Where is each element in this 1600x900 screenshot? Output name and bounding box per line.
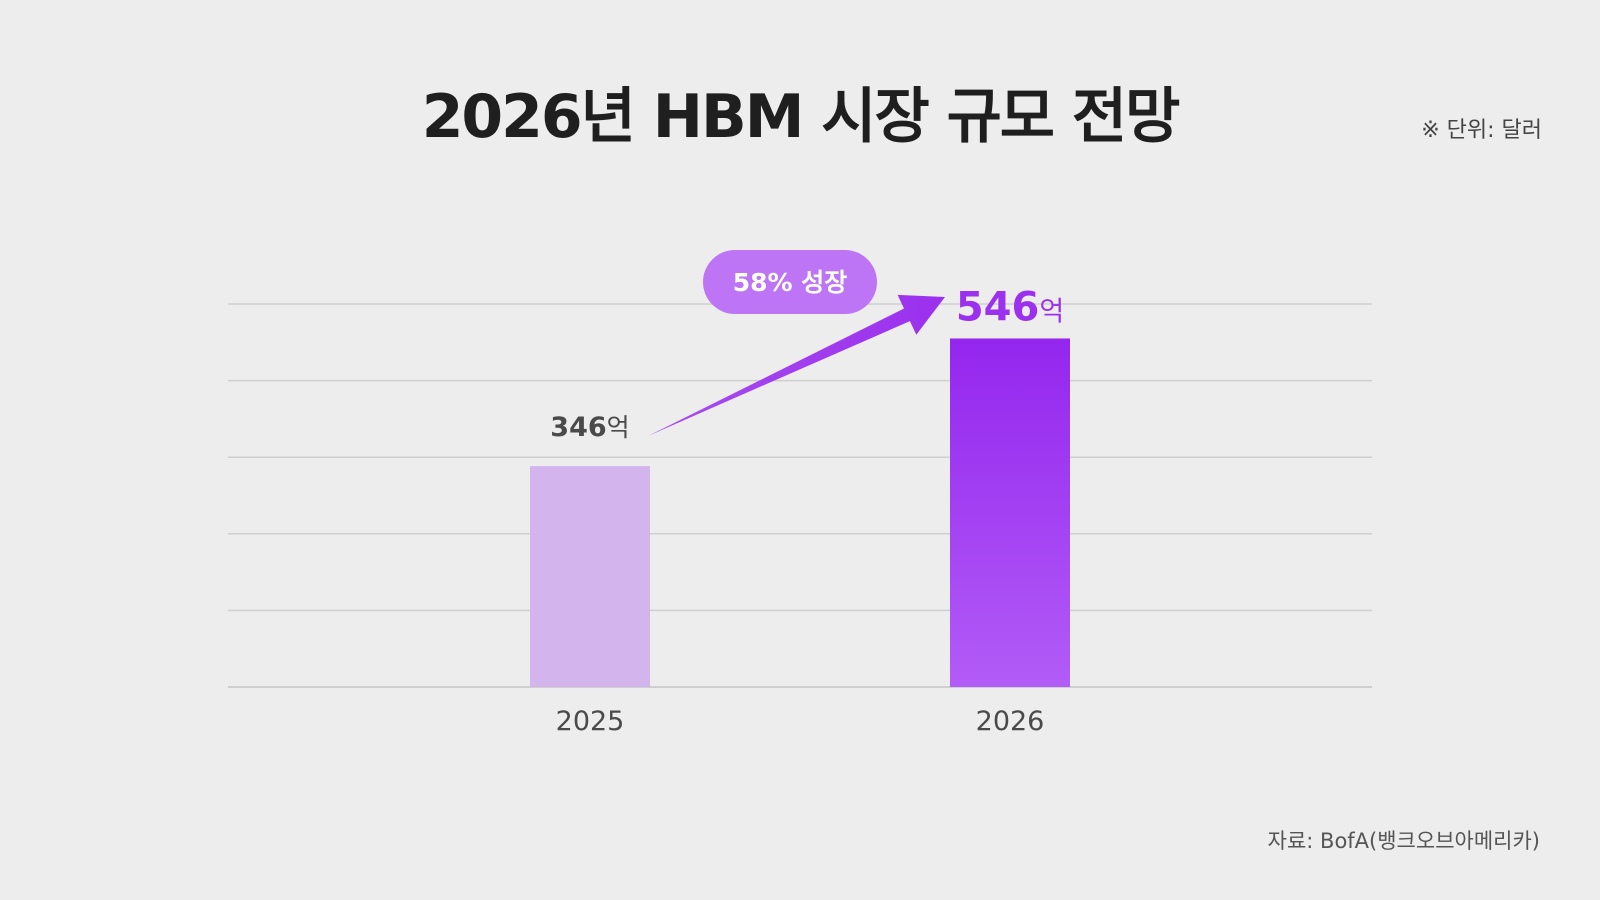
x-tick-label: 2025	[556, 706, 625, 737]
value-label-2026: 546억	[956, 284, 1064, 330]
growth-annotation: 58% 성장	[648, 250, 945, 436]
value-label-2025: 346억	[550, 412, 629, 443]
bar-2026	[950, 338, 1070, 687]
growth-arrow	[648, 294, 945, 436]
bars	[530, 338, 1070, 687]
labels: 2025 346억 2026 546억	[550, 284, 1064, 737]
unit-note: ※ 단위: 달러	[1421, 118, 1542, 143]
x-tick-label: 2026	[976, 706, 1045, 737]
page-title: 2026년 HBM 시장 규모 전망	[421, 82, 1181, 152]
growth-badge	[703, 250, 877, 314]
growth-badge-label: 58% 성장	[733, 268, 848, 297]
gridlines	[228, 303, 1372, 688]
bar-2025	[530, 466, 650, 687]
source-note: 자료: BofA(뱅크오브아메리카)	[1267, 829, 1540, 853]
